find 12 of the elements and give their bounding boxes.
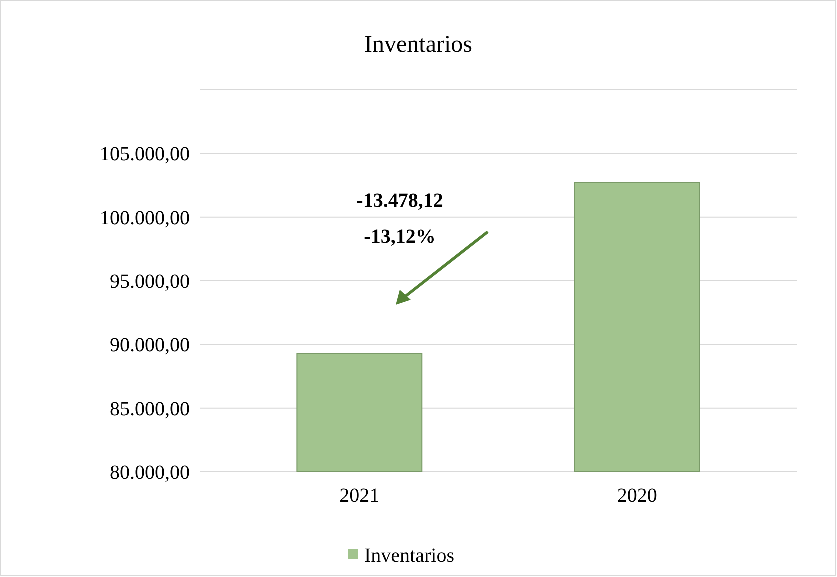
y-tick-label: 105.000,00	[100, 144, 190, 166]
y-tick-label: 100.000,00	[100, 207, 190, 230]
annotation: -13,12%	[364, 226, 436, 248]
y-tick-label: 80.000,00	[110, 462, 190, 484]
legend-label: Inventarios	[364, 545, 455, 567]
x-tick-label: 2020	[617, 485, 658, 507]
x-tick-label: 2021	[340, 485, 380, 507]
annotation: -13.478,12	[356, 190, 444, 212]
chart-title: Inventarios	[364, 32, 472, 58]
y-tick-label: 95.000,00	[110, 271, 190, 293]
y-tick-label: 90.000,00	[110, 334, 190, 357]
y-tick-label: 85.000,00	[110, 398, 190, 420]
